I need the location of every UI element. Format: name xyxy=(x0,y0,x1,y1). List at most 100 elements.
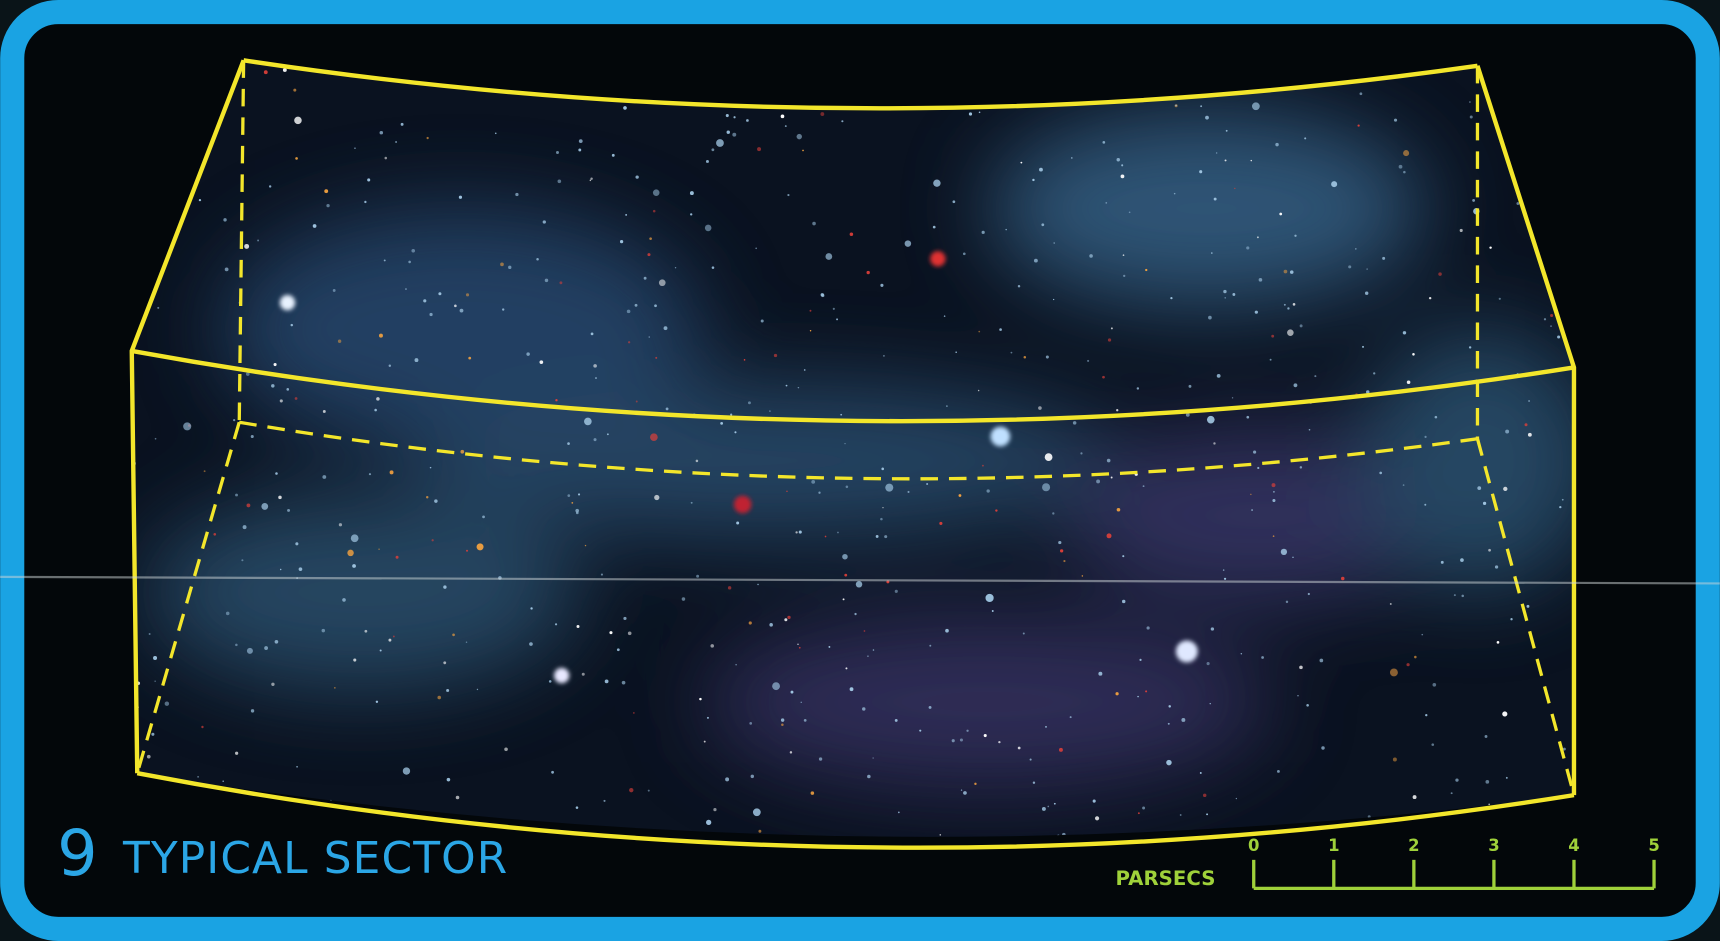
star xyxy=(696,574,700,578)
star xyxy=(811,479,816,484)
star xyxy=(736,521,740,525)
star xyxy=(881,467,885,471)
star xyxy=(183,422,192,431)
star xyxy=(154,437,157,440)
star xyxy=(1145,690,1148,693)
star xyxy=(747,401,751,405)
star xyxy=(894,718,898,722)
star xyxy=(1081,575,1084,577)
star xyxy=(1505,776,1508,779)
star xyxy=(1205,115,1209,120)
star xyxy=(1543,318,1547,321)
hidden-edge xyxy=(237,60,1480,439)
star xyxy=(1280,548,1288,556)
star xyxy=(787,193,790,197)
star xyxy=(755,247,757,250)
star xyxy=(321,628,326,633)
star xyxy=(1455,778,1459,782)
star xyxy=(787,615,791,620)
star xyxy=(962,252,966,256)
star xyxy=(242,525,247,530)
star xyxy=(710,644,714,648)
star xyxy=(1283,269,1288,274)
bright-star xyxy=(554,667,570,684)
star xyxy=(198,198,202,202)
star xyxy=(604,679,609,684)
star xyxy=(1294,234,1297,237)
star xyxy=(872,649,875,651)
star xyxy=(1271,334,1275,338)
star xyxy=(551,770,554,774)
star xyxy=(1269,358,1272,361)
star xyxy=(844,573,848,577)
star xyxy=(338,523,343,527)
star xyxy=(946,405,948,407)
star xyxy=(274,639,279,644)
star xyxy=(1279,212,1283,216)
star xyxy=(271,682,275,686)
star xyxy=(578,139,583,143)
star xyxy=(1042,483,1051,492)
star xyxy=(354,147,356,150)
star xyxy=(1206,813,1209,816)
star xyxy=(1122,254,1125,256)
scale-tick-label: 2 xyxy=(1408,836,1419,855)
star xyxy=(809,330,812,332)
star xyxy=(213,533,217,536)
star xyxy=(1450,792,1453,795)
star xyxy=(1256,236,1259,239)
star xyxy=(1063,559,1066,563)
star xyxy=(983,733,987,738)
star xyxy=(725,777,730,782)
star xyxy=(1389,602,1392,605)
panel-number: 9 xyxy=(57,817,99,891)
star xyxy=(749,722,753,725)
star xyxy=(1272,498,1276,503)
star xyxy=(1527,432,1532,437)
star xyxy=(482,515,485,519)
star xyxy=(725,113,729,118)
star xyxy=(581,672,585,676)
star xyxy=(919,729,922,732)
star xyxy=(224,267,229,272)
star xyxy=(769,410,771,412)
star xyxy=(1469,115,1473,119)
star xyxy=(647,253,651,257)
star xyxy=(1425,713,1428,717)
star xyxy=(241,559,244,562)
star xyxy=(616,648,620,652)
star xyxy=(1494,565,1499,569)
star xyxy=(431,539,434,542)
star xyxy=(1053,242,1055,244)
star xyxy=(374,408,377,412)
star xyxy=(958,494,962,497)
star xyxy=(203,470,206,473)
star xyxy=(750,774,755,779)
star xyxy=(1272,535,1275,537)
star xyxy=(757,147,762,152)
star xyxy=(544,278,549,283)
star xyxy=(998,740,1001,744)
star xyxy=(378,548,380,550)
star xyxy=(368,473,372,476)
star xyxy=(1210,252,1213,254)
star xyxy=(840,413,843,416)
star xyxy=(907,490,910,493)
star xyxy=(332,289,336,292)
star xyxy=(1235,797,1238,800)
star xyxy=(1146,626,1150,630)
star xyxy=(1005,228,1007,231)
star xyxy=(1185,412,1190,417)
star xyxy=(1292,303,1296,306)
star xyxy=(1488,548,1491,552)
star xyxy=(1459,228,1463,233)
star xyxy=(977,389,980,392)
star xyxy=(1366,268,1368,270)
star xyxy=(571,502,574,504)
star xyxy=(379,130,384,135)
star xyxy=(623,616,627,621)
star xyxy=(1477,486,1482,490)
star xyxy=(735,663,737,666)
star xyxy=(674,266,677,269)
star xyxy=(1341,576,1345,581)
